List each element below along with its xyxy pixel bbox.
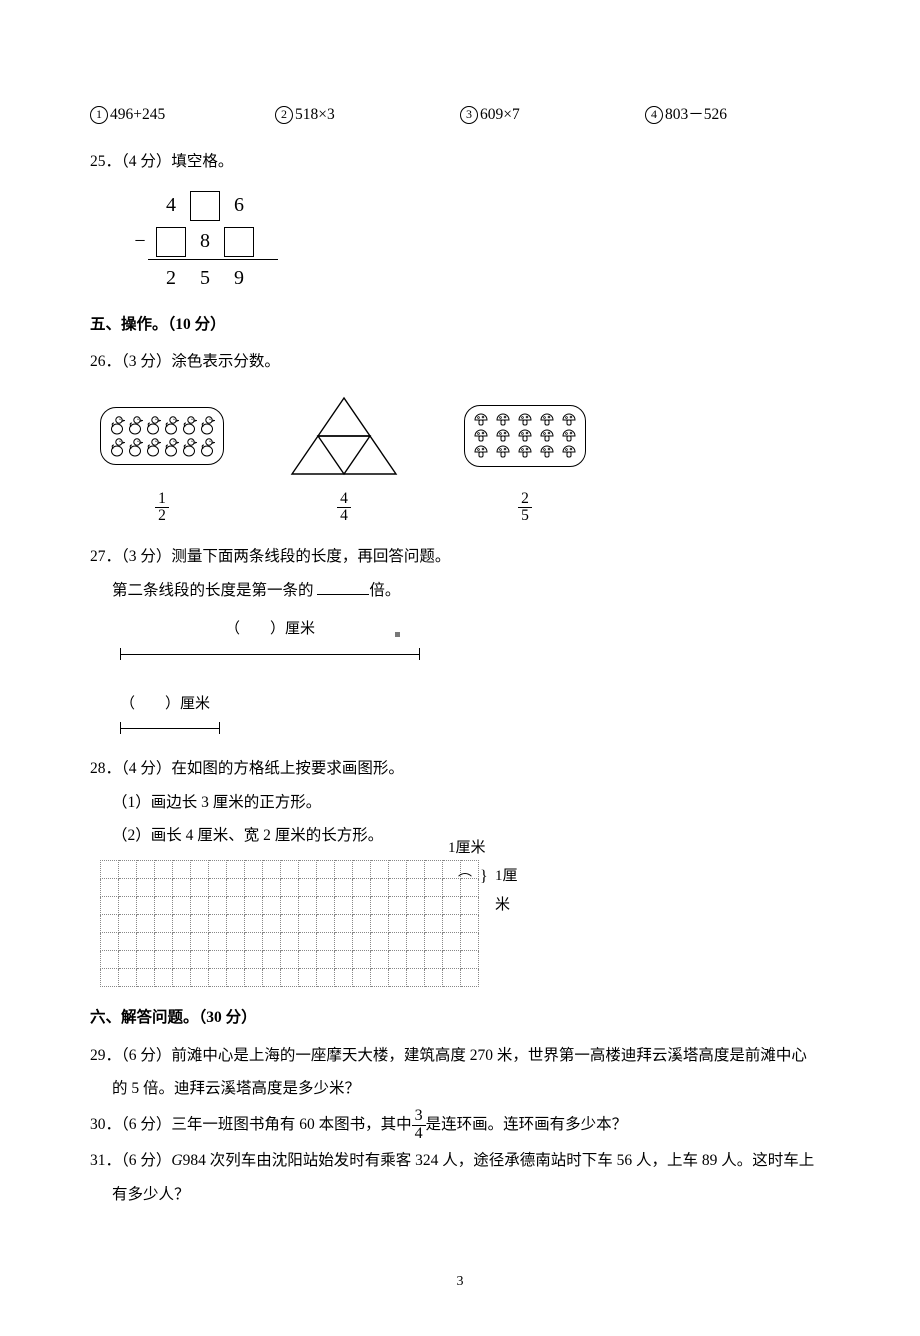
q27-line2a: 第二条线段的长度是第一条的 [112, 582, 317, 599]
mushroom-icon [495, 412, 511, 428]
circle-4-icon: 4 [645, 106, 663, 124]
circle-3-icon: 3 [460, 106, 478, 124]
q30-pre: 30．（6 分）三年一班图书角有 60 本图书，其中 [90, 1116, 412, 1133]
q25-blank-top[interactable] [190, 191, 220, 221]
mushrooms-grid [473, 412, 577, 460]
mushroom-icon [539, 444, 555, 460]
q27-seg2-label: （ ）厘米 [120, 690, 260, 719]
q31-italic-g: G [171, 1152, 182, 1169]
minus-icon: − [126, 222, 154, 260]
q28-grid-wrap: 1厘米 ︶ } 1厘米 [100, 860, 520, 987]
q24-expr-2: 518×3 [295, 106, 335, 123]
mushroom-icon [539, 428, 555, 444]
q27-line2b: 倍。 [369, 582, 400, 599]
q30-post: 是连环画。连环画有多少本？ [426, 1116, 628, 1133]
q26-item-1: 12 [100, 391, 224, 525]
q27-label: 27．（3 分）测量下面两条线段的长度，再回答问题。 [90, 542, 830, 571]
mushroom-icon [561, 412, 577, 428]
frac-1-2: 12 [155, 491, 169, 525]
q24-opt-1: 1496+245 [90, 100, 275, 129]
q25-top-1: 4 [154, 186, 188, 224]
duck-icon [109, 414, 125, 436]
mushroom-icon [517, 428, 533, 444]
circle-2-icon: 2 [275, 106, 293, 124]
q29-l1: 29．（6 分）前滩中心是上海的一座摩天大楼，建筑高度 270 米，世界第一高楼… [90, 1041, 830, 1070]
q24-expr-1: 496+245 [110, 106, 165, 123]
page: 1496+245 2518×3 3609×7 4803－526 25．（4 分）… [0, 0, 920, 1336]
q27-blank[interactable] [317, 594, 369, 595]
mushroom-icon [473, 428, 489, 444]
duck-icon [181, 414, 197, 436]
duck-icon [145, 414, 161, 436]
brace-right-icon: } [480, 862, 488, 892]
triangle-icon [284, 394, 404, 478]
q24-options: 1496+245 2518×3 3609×7 4803－526 [90, 100, 830, 129]
ducks-box [100, 407, 224, 465]
mushroom-icon [561, 428, 577, 444]
q24-expr-3: 609×7 [480, 106, 520, 123]
q25-vertical: 4 6 − 8 2 5 9 [126, 187, 306, 296]
q24-opt-2: 2518×3 [275, 100, 460, 129]
q28-grid [100, 860, 479, 987]
q28-p1: （1）画边长 3 厘米的正方形。 [90, 788, 830, 817]
duck-icon [127, 436, 143, 458]
duck-icon [163, 414, 179, 436]
stray-dot-icon [395, 632, 400, 637]
q25-bot-3: 9 [222, 259, 256, 297]
q25-blank-mid-1[interactable] [156, 227, 186, 257]
duck-icon [109, 436, 125, 458]
mushroom-icon [561, 444, 577, 460]
q31-l1b: 984 次列车由沈阳站始发时有乘客 324 人，途径承德南站时下车 56 人，上… [183, 1152, 815, 1169]
q24-opt-4: 4803－526 [645, 100, 830, 129]
q31-l2: 有多少人？ [90, 1180, 830, 1209]
q27-seg2 [120, 722, 220, 736]
q27-line2: 第二条线段的长度是第一条的 倍。 [90, 576, 830, 605]
mushroom-icon [517, 412, 533, 428]
q25-mid-2: 8 [188, 222, 222, 260]
mushroom-icon [473, 412, 489, 428]
mushroom-icon [495, 444, 511, 460]
q28-label: 28．（4 分）在如图的方格纸上按要求画图形。 [90, 754, 830, 783]
frac-3-4: 34 [412, 1108, 426, 1143]
q25-top-3: 6 [222, 186, 256, 224]
q25-blank-mid-3[interactable] [224, 227, 254, 257]
q25-label: 25．（4 分）填空格。 [90, 147, 830, 176]
duck-icon [181, 436, 197, 458]
q25-bot-1: 2 [154, 259, 188, 297]
duck-icon [199, 414, 215, 436]
q31-l1a: 31．（6 分） [90, 1152, 171, 1169]
q24-expr-4: 803－526 [665, 106, 727, 123]
frac-2-5: 25 [518, 491, 532, 525]
q24-opt-3: 3609×7 [460, 100, 645, 129]
frac-4-4: 44 [337, 491, 351, 525]
q26-label: 26．（3 分）涂色表示分数。 [90, 347, 830, 376]
duck-icon [127, 414, 143, 436]
section-6-title: 六、解答问题。（30 分） [90, 1003, 830, 1032]
q26-item-2: 44 [284, 391, 404, 525]
mushroom-icon [539, 412, 555, 428]
duck-icon [163, 436, 179, 458]
q26-item-3: 25 [464, 391, 586, 525]
q26-figures: 12 44 [100, 391, 830, 525]
ducks-grid [109, 414, 215, 458]
q27-seg1 [120, 648, 420, 662]
q27-seg2-area: （ ）厘米 [98, 690, 830, 737]
duck-icon [145, 436, 161, 458]
q25-bot-2: 5 [188, 259, 222, 297]
mushroom-icon [495, 428, 511, 444]
q30: 30．（6 分）三年一班图书角有 60 本图书，其中34是连环画。连环画有多少本… [90, 1108, 830, 1143]
brace-top-icon: ︶ [458, 854, 472, 881]
q27-seg1-label: （ ）厘米 [120, 615, 420, 644]
mushroom-icon [473, 444, 489, 460]
grid-label-right: 1厘米 [495, 862, 520, 919]
q27-seg1-area: （ ）厘米 [98, 615, 830, 662]
mushroom-icon [517, 444, 533, 460]
mushrooms-box [464, 405, 586, 467]
q29-l2: 的 5 倍。迪拜云溪塔高度是多少米？ [90, 1074, 830, 1103]
duck-icon [199, 436, 215, 458]
page-number: 3 [90, 1269, 830, 1296]
circle-1-icon: 1 [90, 106, 108, 124]
q31-l1: 31．（6 分）G984 次列车由沈阳站始发时有乘客 324 人，途径承德南站时… [90, 1146, 830, 1175]
section-5-title: 五、操作。（10 分） [90, 310, 830, 339]
